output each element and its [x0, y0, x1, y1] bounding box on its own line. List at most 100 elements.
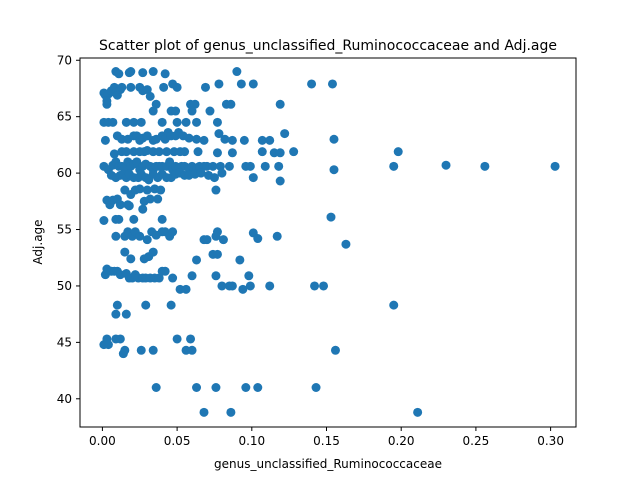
- data-point: [212, 249, 222, 259]
- data-point: [248, 79, 258, 89]
- data-point: [100, 135, 110, 145]
- data-point: [154, 273, 164, 283]
- data-point: [172, 82, 182, 92]
- data-point: [307, 79, 317, 89]
- data-point: [212, 117, 222, 127]
- y-tick-label: 70: [57, 53, 72, 67]
- data-point: [148, 345, 158, 355]
- data-point: [217, 168, 227, 178]
- x-tick-label: 0.15: [313, 434, 340, 448]
- data-point: [441, 160, 451, 170]
- data-point: [211, 231, 221, 241]
- data-point: [126, 254, 136, 264]
- data-point: [275, 176, 285, 186]
- data-point: [157, 117, 167, 127]
- data-point: [330, 345, 340, 355]
- data-point: [257, 147, 267, 157]
- data-point: [192, 117, 202, 127]
- data-point: [226, 407, 236, 417]
- data-point: [142, 185, 152, 195]
- data-point: [329, 134, 339, 144]
- data-point: [121, 147, 131, 157]
- y-tick-label: 45: [57, 335, 72, 349]
- data-point: [227, 281, 237, 291]
- data-point: [181, 117, 191, 127]
- data-point: [212, 148, 222, 158]
- data-point: [238, 284, 248, 294]
- data-point: [157, 214, 167, 224]
- data-point: [341, 239, 351, 249]
- data-point: [156, 185, 166, 195]
- data-point: [480, 161, 490, 171]
- data-point: [159, 82, 169, 92]
- data-point: [393, 147, 403, 157]
- data-point: [260, 161, 270, 171]
- data-point: [148, 67, 158, 77]
- data-point: [141, 300, 151, 310]
- data-point: [103, 340, 113, 350]
- data-point: [180, 147, 190, 157]
- data-point: [129, 117, 139, 127]
- data-point: [241, 383, 251, 392]
- data-point: [102, 96, 112, 106]
- data-point: [117, 82, 127, 92]
- data-point: [248, 173, 258, 183]
- x-tick-label: 0.25: [463, 434, 490, 448]
- data-point: [154, 147, 164, 157]
- data-point: [196, 168, 206, 178]
- data-point: [111, 309, 121, 319]
- data-point: [184, 133, 194, 143]
- data-point: [208, 161, 218, 171]
- data-point: [172, 117, 182, 127]
- data-point: [413, 407, 423, 417]
- data-point: [220, 134, 230, 144]
- data-point: [187, 345, 197, 355]
- x-axis-label: genus_unclassified_Ruminococcaceae: [214, 457, 442, 471]
- data-point: [253, 383, 263, 392]
- chart-title: Scatter plot of genus_unclassified_Rumin…: [99, 38, 557, 54]
- data-point: [217, 281, 227, 291]
- data-point: [245, 281, 255, 291]
- data-point: [111, 231, 121, 241]
- data-point: [168, 273, 178, 283]
- data-point: [200, 82, 210, 92]
- data-point: [329, 165, 339, 175]
- data-point: [138, 204, 148, 214]
- data-point: [124, 201, 134, 211]
- data-point: [202, 235, 212, 245]
- data-point: [160, 266, 170, 276]
- data-point: [114, 69, 124, 79]
- data-point: [319, 281, 329, 291]
- data-point: [121, 309, 131, 319]
- data-point: [214, 129, 224, 139]
- data-point: [245, 161, 255, 171]
- data-point: [136, 117, 146, 127]
- data-point: [211, 271, 221, 281]
- x-tick-label: 0.20: [388, 434, 415, 448]
- data-point: [215, 161, 225, 171]
- y-tick-label: 60: [57, 166, 72, 180]
- data-point: [389, 161, 399, 171]
- data-point: [129, 214, 139, 224]
- data-point: [145, 91, 155, 101]
- x-tick-label: 0.05: [164, 434, 191, 448]
- data-point: [257, 135, 267, 145]
- data-point: [145, 194, 155, 204]
- data-point: [214, 79, 224, 89]
- data-point: [160, 69, 170, 79]
- data-point: [126, 67, 136, 77]
- data-point: [280, 129, 290, 139]
- data-point: [236, 79, 246, 89]
- data-point: [227, 148, 237, 158]
- data-point: [138, 68, 148, 78]
- data-point: [224, 161, 234, 171]
- data-points: [99, 67, 560, 417]
- y-tick-label: 55: [57, 223, 72, 237]
- y-tick-label: 40: [57, 392, 72, 406]
- x-tick-label: 0.10: [238, 434, 265, 448]
- data-point: [232, 67, 242, 77]
- data-point: [274, 161, 284, 171]
- x-axis-ticks: 0.00 0.05 0.10 0.15 0.20 0.25 0.30: [89, 427, 564, 448]
